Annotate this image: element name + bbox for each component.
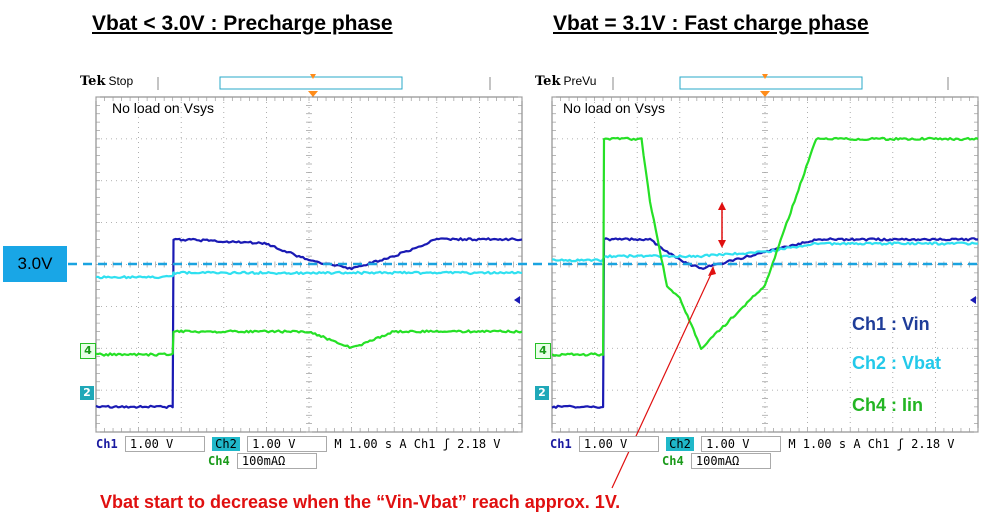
right-timebase: M 1.00 s <box>788 437 846 451</box>
right-trigger: A Ch1 ʃ 2.18 V <box>853 437 954 451</box>
left-ch4-scale: 100mAΩ <box>237 453 317 469</box>
right-ch4-scale: 100mAΩ <box>691 453 771 469</box>
reference-badge: 3.0V <box>3 246 67 282</box>
left-timebase: M 1.00 s <box>334 437 392 451</box>
left-footer-row2: Ch4 100mAΩ <box>208 453 317 469</box>
left-footer-row1: Ch1 1.00 V Ch2 1.00 V M 1.00 s A Ch1 ʃ 2… <box>96 436 501 452</box>
right-ch2-marker: 2 <box>535 386 549 400</box>
bottom-note: Vbat start to decrease when the “Vin-Vba… <box>100 492 620 513</box>
left-ch4-marker: 4 <box>80 343 96 359</box>
right-ch4-marker: 4 <box>535 343 551 359</box>
left-record-bar <box>158 74 490 90</box>
right-ch1-scale: 1.00 V <box>579 436 659 452</box>
legend-ch1: Ch1 : Vin <box>852 314 930 335</box>
legend-ch4: Ch4 : Iin <box>852 395 923 416</box>
right-ch1-label: Ch1 <box>550 437 572 451</box>
left-ch4-label: Ch4 <box>208 454 230 468</box>
left-trigger-marker <box>308 91 318 97</box>
left-ch1-scale: 1.00 V <box>125 436 205 452</box>
right-annotation: No load on Vsys <box>563 100 665 116</box>
legend-ch2: Ch2 : Vbat <box>852 353 941 374</box>
left-annotation: No load on Vsys <box>112 100 214 116</box>
right-trigger-marker <box>760 91 770 97</box>
left-ch1-label: Ch1 <box>96 437 118 451</box>
left-ch2-label: Ch2 <box>212 437 240 451</box>
left-ch2-marker: 2 <box>80 386 94 400</box>
left-ch2-scale: 1.00 V <box>247 436 327 452</box>
right-record-bar <box>613 74 948 90</box>
right-footer-row1: Ch1 1.00 V Ch2 1.00 V M 1.00 s A Ch1 ʃ 2… <box>550 436 955 452</box>
right-footer-row2: Ch4 100mAΩ <box>662 453 771 469</box>
right-ch4-label: Ch4 <box>662 454 684 468</box>
right-ch2-label: Ch2 <box>666 437 694 451</box>
left-trigger: A Ch1 ʃ 2.18 V <box>399 437 500 451</box>
right-ch2-scale: 1.00 V <box>701 436 781 452</box>
